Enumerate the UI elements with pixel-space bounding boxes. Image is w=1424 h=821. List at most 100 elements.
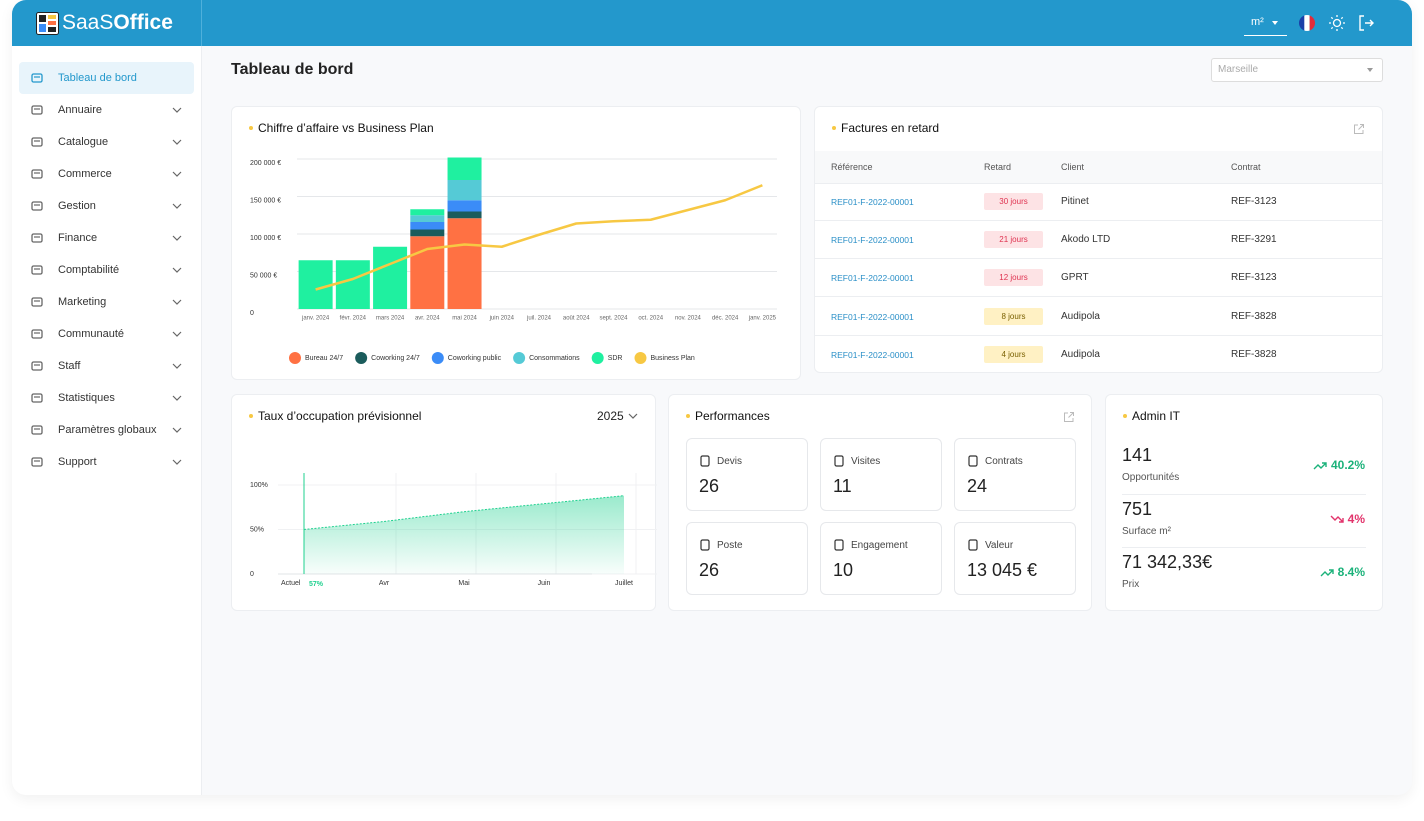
kpi-label: Devis [717,456,743,467]
area [304,495,624,574]
menu-item[interactable]: Comptabilité [58,264,120,276]
metric-label: Opportunités [1122,472,1180,483]
contract: REF-3828 [1231,310,1277,322]
menu-item[interactable]: Paramètres globaux [58,424,157,436]
column-header: Contrat [1231,162,1261,172]
legend-label: Coworking 24/7 [371,355,420,362]
x-tick-label: oct. 2024 [638,316,663,322]
kpi-value: 26 [699,476,720,496]
metric-label: Surface m² [1122,525,1171,537]
menu-icon [31,425,43,435]
city-select[interactable]: Marseille [1211,58,1383,82]
invoice-ref[interactable]: REF01-F-2022-00001 [831,235,914,246]
client: Audipola [1061,348,1100,360]
x-tick-label: Juin [538,580,551,587]
bar-segment [410,209,445,216]
export-icon[interactable] [1353,123,1365,135]
y-tick-label: 50 000 € [250,272,277,279]
menu-item[interactable]: Staff [58,360,81,372]
x-tick-label: Mai [458,580,470,587]
year-chevron[interactable] [627,410,639,422]
contract: REF-3828 [1231,348,1277,360]
x-tick-label: août 2024 [563,316,590,322]
kpi-icon [700,539,710,551]
delay-badge: 8 jours [984,307,1043,325]
legend-swatch [513,352,526,364]
menu-item[interactable]: Commerce [58,168,112,180]
bar-segment [335,260,370,309]
column-header: Retard [984,162,1012,172]
menu-item[interactable]: Statistiques [58,392,115,404]
menu-icon [31,201,43,211]
bar-segment [410,229,445,237]
unit-underline [1244,35,1287,36]
revenue-chart: 0 50 000 € 100 000 € 150 000 € 200 000 € janv… [250,157,777,364]
delay-badge: 12 jours [984,269,1043,287]
logo-bold: Office [113,11,173,34]
export-icon[interactable] [1063,411,1075,423]
legend-label: Business Plan [650,355,694,362]
area-line [303,495,625,530]
menu-chevron [172,107,182,113]
menu-chevron [172,427,182,433]
menu-item[interactable]: Catalogue [58,136,109,148]
kpi-value: 10 [833,560,854,580]
menu-item[interactable]: Support [58,456,97,468]
menu-chevron [172,363,182,369]
delay-text: 8 jours [1001,311,1026,321]
menu-item[interactable]: Tableau de bord [58,72,137,84]
row-separator [1122,547,1366,548]
menu-icon [31,457,43,467]
kpi-value: 13 045 € [967,560,1038,580]
menu-chevron [172,235,182,241]
flag-icon[interactable] [1299,15,1315,31]
metric-change: 40.2% [1313,458,1365,472]
menu-item[interactable]: Communauté [58,328,125,340]
menu-item[interactable]: Annuaire [58,104,103,116]
x-tick-label: nov. 2024 [675,316,702,322]
menu-icon [31,137,43,147]
metric-value: 141 [1122,445,1153,465]
kpi-label: Poste [717,540,743,551]
kpi-icon [968,455,978,467]
line-series [315,184,763,291]
menu-icon [31,297,43,307]
theme-icon[interactable] [1328,14,1346,32]
metric-label: Prix [1122,579,1140,590]
client: GPRT [1061,272,1089,284]
y-tick-label: 0 [250,571,254,578]
card-title: Performances [695,409,770,423]
admin-card: Admin IT 141 Opportunités 40.2% 751 Surface m… [1105,394,1383,611]
menu-icon [31,105,43,115]
menu-chevron [172,395,182,401]
invoice-ref[interactable]: REF01-F-2022-00001 [831,197,914,207]
revenue-card: Chiffre d’affaire vs Business Plan 0 50 00… [231,106,801,380]
invoice-ref[interactable]: REF01-F-2022-00001 [831,349,914,360]
y-tick-label: 150 000 € [250,197,281,204]
title-dot [249,414,253,418]
metric-value: 71 342,33€ [1122,552,1213,572]
logout-icon[interactable] [1357,14,1375,32]
invoice-ref[interactable]: REF01-F-2022-00001 [831,273,914,284]
metric-change-text: 4% [1347,511,1365,526]
year-select[interactable]: 2025 [597,409,624,423]
x-tick-label: sept. 2024 [599,316,628,322]
kpi-label: Visites [851,456,881,467]
menu-item[interactable]: Gestion [58,200,96,212]
row-separator [815,296,1382,298]
menu-item[interactable]: Finance [58,232,98,244]
metric-change-text: 8.4% [1337,565,1365,579]
invoice-ref[interactable]: REF01-F-2022-00001 [831,311,914,322]
menu-icon [31,265,43,275]
menu-icon [31,393,43,403]
menu-item[interactable]: Marketing [58,296,107,308]
legend-label: Consommations [529,355,580,362]
kpi-tile: Engagement 10 [820,522,942,595]
unit-select[interactable]: m² [1251,16,1264,28]
column-header: Client [1061,162,1085,172]
metric-change: 4% [1330,512,1365,526]
active-item-bg [19,62,194,94]
row-separator [1122,493,1366,495]
bar-segment [410,215,445,222]
